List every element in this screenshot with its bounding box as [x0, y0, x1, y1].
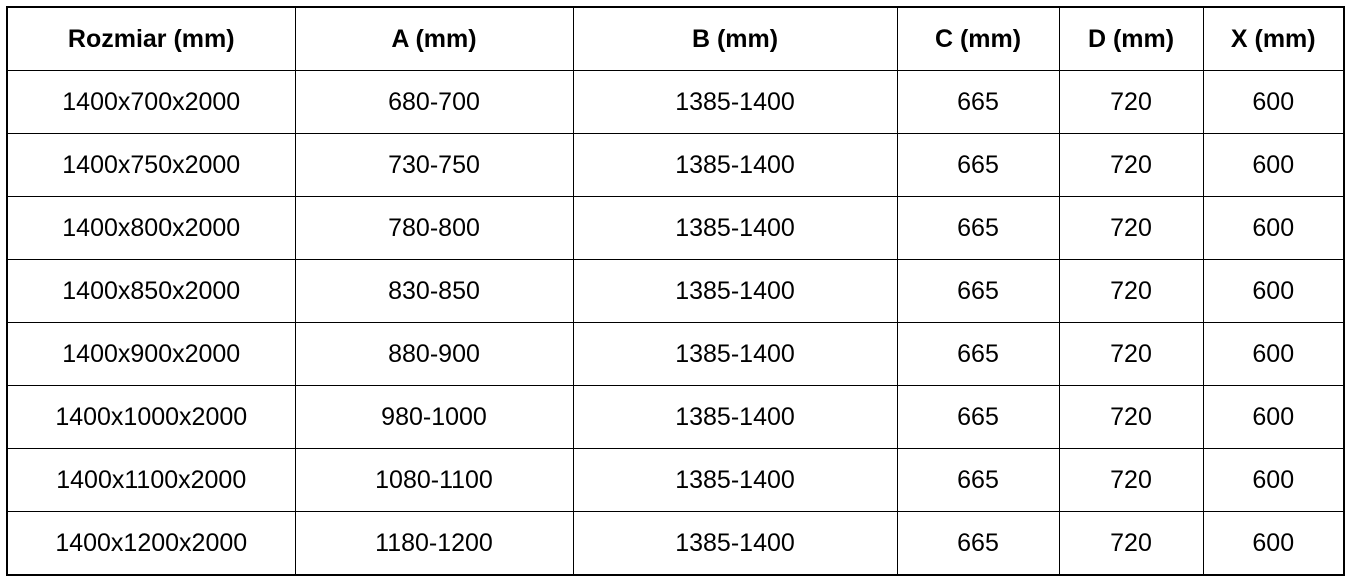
- cell-x: 600: [1202, 196, 1345, 260]
- cell-c: 665: [896, 259, 1060, 323]
- cell-size: 1400x1100x2000: [6, 448, 296, 512]
- column-header-b: B (mm): [572, 6, 898, 71]
- cell-size: 1400x1200x2000: [6, 511, 296, 576]
- cell-x: 600: [1202, 448, 1345, 512]
- cell-x: 600: [1202, 322, 1345, 386]
- cell-b: 1385-1400: [572, 322, 898, 386]
- cell-d: 720: [1058, 322, 1204, 386]
- cell-a: 830-850: [294, 259, 574, 323]
- cell-x: 600: [1202, 511, 1345, 576]
- cell-x: 600: [1202, 385, 1345, 449]
- cell-b: 1385-1400: [572, 196, 898, 260]
- cell-d: 720: [1058, 259, 1204, 323]
- table-row: 1400x850x2000 830-850 1385-1400 665 720 600: [6, 259, 1345, 323]
- cell-a: 1080-1100: [294, 448, 574, 512]
- cell-b: 1385-1400: [572, 511, 898, 576]
- cell-b: 1385-1400: [572, 385, 898, 449]
- cell-c: 665: [896, 196, 1060, 260]
- column-header-c: C (mm): [896, 6, 1060, 71]
- table-row: 1400x700x2000 680-700 1385-1400 665 720 600: [6, 70, 1345, 134]
- cell-x: 600: [1202, 259, 1345, 323]
- table-row: 1400x750x2000 730-750 1385-1400 665 720 600: [6, 133, 1345, 197]
- cell-d: 720: [1058, 70, 1204, 134]
- cell-b: 1385-1400: [572, 70, 898, 134]
- cell-c: 665: [896, 70, 1060, 134]
- cell-size: 1400x700x2000: [6, 70, 296, 134]
- cell-b: 1385-1400: [572, 448, 898, 512]
- table-row: 1400x1000x2000 980-1000 1385-1400 665 720 600: [6, 385, 1345, 449]
- cell-d: 720: [1058, 511, 1204, 576]
- column-header-x: X (mm): [1202, 6, 1345, 71]
- cell-d: 720: [1058, 448, 1204, 512]
- cell-a: 730-750: [294, 133, 574, 197]
- cell-size: 1400x900x2000: [6, 322, 296, 386]
- cell-size: 1400x800x2000: [6, 196, 296, 260]
- table-row: 1400x1100x2000 1080-1100 1385-1400 665 720 60…: [6, 448, 1345, 512]
- column-header-size: Rozmiar (mm): [6, 6, 296, 71]
- column-header-d: D (mm): [1058, 6, 1204, 71]
- cell-a: 1180-1200: [294, 511, 574, 576]
- table-row: 1400x900x2000 880-900 1385-1400 665 720 600: [6, 322, 1345, 386]
- cell-c: 665: [896, 511, 1060, 576]
- cell-c: 665: [896, 448, 1060, 512]
- column-header-a: A (mm): [294, 6, 574, 71]
- cell-d: 720: [1058, 196, 1204, 260]
- cell-b: 1385-1400: [572, 259, 898, 323]
- cell-a: 980-1000: [294, 385, 574, 449]
- cell-size: 1400x850x2000: [6, 259, 296, 323]
- cell-c: 665: [896, 133, 1060, 197]
- cell-a: 680-700: [294, 70, 574, 134]
- header-row: Rozmiar (mm) A (mm) B (mm) C (mm) D (mm) X (m…: [6, 6, 1345, 71]
- cell-d: 720: [1058, 385, 1204, 449]
- cell-a: 780-800: [294, 196, 574, 260]
- cell-a: 880-900: [294, 322, 574, 386]
- table-row: 1400x800x2000 780-800 1385-1400 665 720 600: [6, 196, 1345, 260]
- cell-x: 600: [1202, 70, 1345, 134]
- cell-c: 665: [896, 385, 1060, 449]
- cell-d: 720: [1058, 133, 1204, 197]
- cell-c: 665: [896, 322, 1060, 386]
- dimensions-table: Rozmiar (mm) A (mm) B (mm) C (mm) D (mm) X (m…: [6, 6, 1345, 576]
- cell-x: 600: [1202, 133, 1345, 197]
- cell-b: 1385-1400: [572, 133, 898, 197]
- cell-size: 1400x1000x2000: [6, 385, 296, 449]
- table-row: 1400x1200x2000 1180-1200 1385-1400 665 720 60…: [6, 511, 1345, 576]
- cell-size: 1400x750x2000: [6, 133, 296, 197]
